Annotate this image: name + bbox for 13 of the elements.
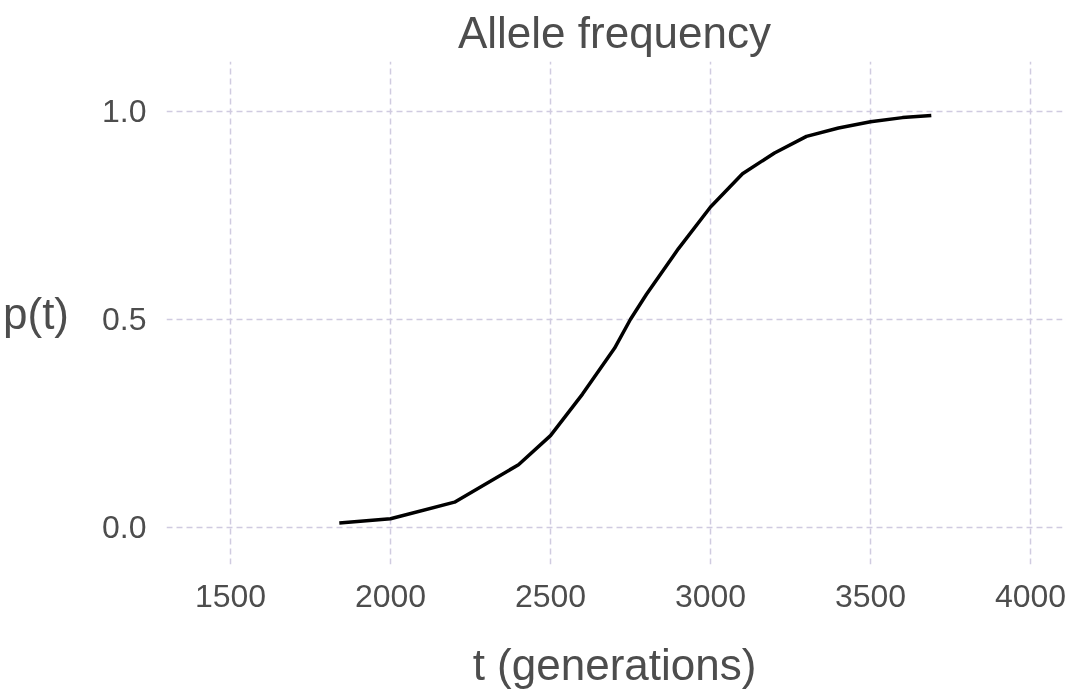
x-tick-label: 2500 — [514, 577, 587, 614]
y-axis-title: p(t) — [3, 288, 70, 338]
x-tick-label: 1500 — [194, 577, 267, 614]
x-tick-label: 2000 — [354, 577, 427, 614]
x-tick-label: 3500 — [834, 577, 907, 614]
x-tick-label: 4000 — [994, 577, 1067, 614]
x-axis-title: t (generations) — [472, 639, 757, 689]
y-tick-label: 0.5 — [102, 301, 147, 338]
y-tick-label: 0.0 — [102, 509, 147, 546]
x-tick-label: 3000 — [674, 577, 747, 614]
line-series — [337, 113, 934, 525]
y-tick-label: 1.0 — [102, 93, 147, 130]
chart-title: Allele frequency — [457, 7, 772, 57]
